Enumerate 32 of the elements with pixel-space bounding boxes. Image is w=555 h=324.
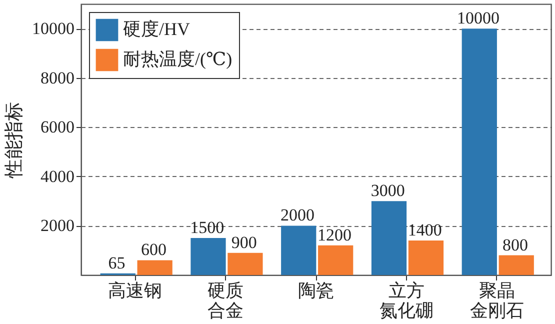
legend-label: 耐热温度/(℃) [123, 49, 232, 69]
bar [190, 238, 226, 275]
bar [281, 226, 316, 275]
bar [498, 255, 534, 275]
legend-label: 硬度/HV [123, 19, 190, 39]
y-tick-label: 6000 [40, 118, 74, 137]
data-label: 1500 [190, 218, 224, 238]
data-label: 600 [140, 240, 166, 260]
bar [228, 252, 263, 275]
x-tick-label: 立方氮化硼 [379, 280, 434, 320]
y-tick-label: 4000 [40, 166, 74, 186]
data-label: 2000 [280, 206, 315, 225]
y-tick-label: 8000 [40, 68, 74, 88]
y-tick-label: 2000 [40, 216, 74, 236]
bar [371, 201, 407, 275]
y-tick-label: 10000 [32, 19, 74, 38]
bar [408, 240, 444, 275]
data-label: 800 [502, 235, 528, 254]
data-label: 3000 [370, 181, 405, 200]
data-label: 1400 [408, 220, 442, 240]
bar [137, 260, 172, 275]
x-tick-label: 硬质合金 [208, 280, 244, 320]
x-tick-label: 高速钢 [108, 280, 162, 300]
y-axis-title: 性能指标 [4, 102, 25, 179]
bar [462, 28, 497, 275]
data-label: 1200 [317, 225, 352, 244]
x-tick-label: 陶瓷 [298, 280, 334, 300]
data-label: 10000 [457, 8, 500, 28]
bar [318, 245, 354, 275]
data-label: 65 [108, 253, 126, 272]
data-label: 900 [231, 232, 257, 252]
x-tick-label: 聚晶金刚石 [470, 280, 524, 320]
